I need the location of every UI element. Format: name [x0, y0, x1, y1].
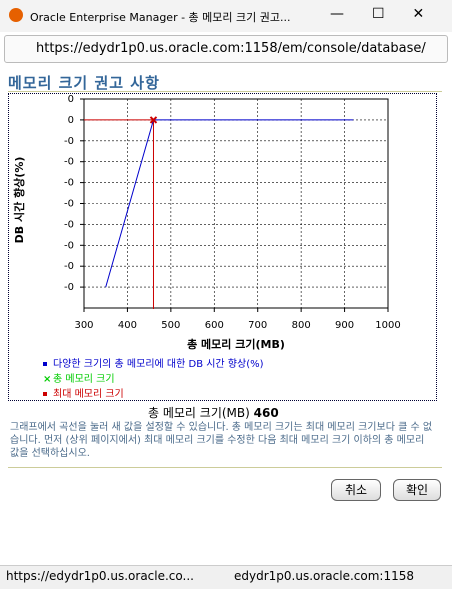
x-tick-label: 700: [248, 320, 267, 331]
summary: 총 메모리 크기(MB) 460: [148, 404, 279, 421]
ok-button[interactable]: 확인: [393, 479, 441, 501]
y-tick-label: -0: [64, 178, 74, 189]
y-tick-label: -0: [64, 240, 74, 251]
y-tick-label: 0: [68, 94, 74, 105]
y-axis-label: DB 시간 향상(%): [12, 157, 26, 244]
window-title: Oracle Enterprise Manager - 총 메모리 크기 권고.…: [30, 11, 291, 24]
legend-label: 총 메모리 크기: [53, 373, 115, 385]
window-controls[interactable]: —☐✕: [330, 6, 452, 22]
status-left: https://edydr1p0.us.oracle.co...: [6, 569, 194, 583]
url-bar[interactable]: [4, 35, 448, 63]
y-tick-label: -0: [64, 199, 74, 210]
y-tick-label: 0: [68, 115, 74, 126]
x-tick-label: 600: [205, 320, 224, 331]
status-bar: [0, 565, 452, 589]
heading: 메모리 크기 권고 사항: [8, 74, 160, 92]
x-tick-label: 500: [161, 320, 180, 331]
status-right: edydr1p0.us.oracle.com:1158: [234, 569, 414, 583]
x-tick-label: 400: [118, 320, 137, 331]
heading-rule: [8, 91, 442, 92]
url: https://edydr1p0.us.oracle.com:1158/em/c…: [36, 41, 426, 56]
y-tick-label: -0: [64, 219, 74, 230]
x-axis-label: 총 메모리 크기(MB): [187, 337, 285, 351]
x-tick-label: 900: [335, 320, 354, 331]
x-tick-label: 1000: [375, 320, 400, 331]
legend-marker: ×: [43, 374, 51, 385]
y-tick-label: -0: [64, 157, 74, 168]
current-marker: [149, 116, 158, 124]
legend-label: 최대 메모리 크기: [53, 388, 124, 400]
summary-value: 460: [253, 406, 279, 420]
y-tick-label: -0: [64, 282, 74, 293]
help-text: 그래프에서 곡선을 눌러 새 값을 설정할 수 있습니다. 총 메모리 크기는 …: [10, 422, 433, 459]
summary-label: 총 메모리 크기(MB): [148, 406, 250, 420]
title-bar: [0, 0, 452, 32]
legend-marker: [43, 362, 47, 366]
x-tick-label: 800: [292, 320, 311, 331]
x-tick-label: 300: [74, 320, 93, 331]
chart-frame: [8, 93, 437, 401]
legend-marker: [43, 392, 47, 396]
rule: [8, 467, 442, 468]
y-tick-label: -0: [64, 261, 74, 272]
cancel-button[interactable]: 취소: [331, 479, 381, 501]
y-tick-label: -0: [64, 136, 74, 147]
browser-icon: [9, 8, 23, 22]
legend-label: 다양한 크기의 총 메모리에 대한 DB 시간 향상(%): [53, 358, 264, 370]
